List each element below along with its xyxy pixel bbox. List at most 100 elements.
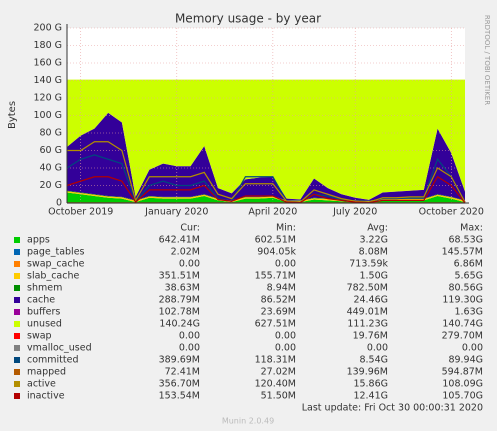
legend-header: Avg:	[367, 223, 388, 234]
legend-swatch	[14, 285, 20, 291]
y-tick-label: 140 G	[33, 75, 62, 86]
legend-stat: 8.08M	[359, 247, 388, 258]
y-tick-label: 100 G	[33, 110, 62, 121]
legend-label: cache	[27, 295, 55, 306]
legend-stat: 3.22G	[359, 235, 388, 246]
legend-stat: 279.70M	[442, 331, 483, 342]
legend-swatch	[14, 237, 20, 243]
area	[67, 112, 465, 201]
area	[67, 192, 465, 203]
legend-stat: 102.78M	[159, 307, 200, 318]
legend-stat: 145.57M	[442, 247, 483, 258]
legend-stat: 627.51M	[255, 319, 296, 330]
legend-label: unused	[27, 319, 62, 330]
y-tick-label: 160 G	[33, 58, 62, 69]
legend-stat: 713.59k	[349, 259, 388, 270]
legend-stat: 19.76M	[353, 331, 388, 342]
line	[67, 141, 466, 203]
area	[67, 79, 465, 200]
side-text: RRDTOOL / TOBI OETIKER	[483, 15, 491, 105]
x-tick-label: April 2020	[248, 207, 297, 218]
legend-stat: 904.05k	[257, 247, 296, 258]
legend-stat: 449.01M	[347, 307, 388, 318]
legend-stat: 0.00	[275, 331, 296, 342]
legend-stat: 288.79M	[159, 295, 200, 306]
legend-stat: 782.50M	[347, 283, 388, 294]
legend-stat: 356.70M	[159, 379, 200, 390]
legend-stat: 12.41G	[353, 391, 388, 402]
legend-stat: 0.00	[179, 259, 200, 270]
legend-swatch	[14, 273, 20, 279]
legend-label: apps	[27, 235, 50, 246]
footer: Munin 2.0.49	[222, 417, 274, 426]
line	[66, 175, 466, 204]
legend-stat: 89.94G	[448, 355, 483, 366]
legend-swatch	[14, 309, 20, 315]
x-tick-label: January 2020	[144, 207, 208, 218]
legend-swatch	[14, 333, 20, 339]
legend-stat: 2.02M	[171, 247, 200, 258]
legend-swatch	[14, 393, 20, 399]
legend-stat: 8.94M	[267, 283, 296, 294]
legend-stat: 0.00	[179, 331, 200, 342]
legend-stat: 80.56G	[448, 283, 483, 294]
legend-stat: 68.53G	[448, 235, 483, 246]
legend-label: active	[27, 379, 56, 390]
legend-stat: 0.00	[367, 343, 388, 354]
legend-stat: 642.41M	[159, 235, 200, 246]
legend-swatch	[14, 345, 20, 351]
legend-label: swap_cache	[27, 259, 85, 270]
x-tick-label: July 2020	[332, 207, 377, 218]
legend-stat: 23.69M	[261, 307, 296, 318]
legend-stat: 27.02M	[261, 367, 296, 378]
legend-stat: 0.00	[462, 343, 483, 354]
legend-stat: 351.51M	[159, 271, 200, 282]
legend-stat: 155.71M	[255, 271, 296, 282]
legend-stat: 594.87M	[442, 367, 483, 378]
legend-stat: 108.09G	[442, 379, 483, 390]
legend-stat: 86.52M	[261, 295, 296, 306]
legend-label: mapped	[27, 367, 66, 378]
last-update: Last update: Fri Oct 30 00:00:31 2020	[302, 403, 483, 414]
legend-stat: 602.51M	[255, 235, 296, 246]
legend-stat: 6.86M	[454, 259, 483, 270]
line	[66, 154, 466, 203]
legend-swatch	[14, 321, 20, 327]
legend-stat: 119.30G	[442, 295, 483, 306]
legend-stat: 111.23G	[347, 319, 388, 330]
y-tick-label: 120 G	[33, 93, 62, 104]
legend-swatch	[14, 369, 20, 375]
legend-stat: 120.40M	[255, 379, 296, 390]
legend-label: page_tables	[27, 247, 85, 258]
legend-stat: 72.41M	[165, 367, 200, 378]
legend-label: shmem	[27, 283, 62, 294]
legend-label: buffers	[27, 307, 60, 318]
legend-stat: 153.54M	[159, 391, 200, 402]
y-tick-label: 60 G	[40, 145, 62, 156]
legend-swatch	[14, 249, 20, 255]
legend-stat: 38.63M	[165, 283, 200, 294]
x-tick-label: October 2020	[419, 207, 484, 218]
y-tick-label: 200 G	[33, 23, 62, 34]
legend-label: slab_cache	[27, 271, 79, 282]
legend-stat: 24.46G	[353, 295, 388, 306]
y-tick-label: 0	[56, 198, 62, 209]
legend-stat: 51.50M	[261, 391, 296, 402]
legend-header: Min:	[276, 223, 296, 234]
legend-stat: 0.00	[275, 259, 296, 270]
legend-swatch	[14, 357, 20, 363]
legend-stat: 140.24G	[159, 319, 200, 330]
legend-stat: 139.96M	[347, 367, 388, 378]
legend-stat: 1.50G	[359, 271, 388, 282]
legend-stat: 389.69M	[159, 355, 200, 366]
y-axis-label: Bytes	[7, 101, 18, 129]
y-tick-label: 80 G	[40, 128, 62, 139]
chart-title: Memory usage - by year	[175, 12, 321, 26]
legend-header: Max:	[460, 223, 483, 234]
legend-stat: 0.00	[179, 343, 200, 354]
y-tick-label: 40 G	[40, 163, 62, 174]
legend-label: inactive	[27, 391, 65, 402]
legend-swatch	[14, 381, 20, 387]
legend-swatch	[14, 297, 20, 303]
